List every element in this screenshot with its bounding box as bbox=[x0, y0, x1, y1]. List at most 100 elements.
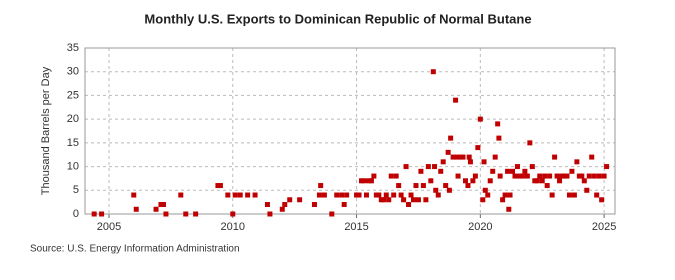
data-point bbox=[594, 192, 600, 198]
data-point bbox=[599, 197, 605, 203]
data-point bbox=[564, 173, 570, 179]
data-point bbox=[574, 159, 580, 165]
chart-title: Monthly U.S. Exports to Dominican Republ… bbox=[144, 11, 531, 26]
data-point bbox=[361, 178, 367, 184]
data-point bbox=[460, 154, 466, 160]
data-point bbox=[232, 192, 238, 198]
data-point bbox=[433, 187, 439, 193]
data-point bbox=[321, 192, 327, 198]
data-point bbox=[445, 149, 451, 155]
x-tick-label: 2025 bbox=[592, 221, 616, 233]
data-point bbox=[252, 192, 258, 198]
data-point bbox=[428, 178, 434, 184]
data-point bbox=[287, 197, 293, 203]
data-point bbox=[557, 178, 563, 184]
data-point bbox=[581, 178, 587, 184]
data-point bbox=[418, 168, 424, 174]
data-point bbox=[589, 154, 595, 160]
data-point bbox=[406, 202, 412, 208]
data-point bbox=[415, 197, 421, 203]
y-axis-label: Thousand Barrels per Day bbox=[40, 66, 52, 195]
data-point bbox=[413, 183, 419, 189]
data-point bbox=[408, 192, 414, 198]
data-point bbox=[391, 192, 397, 198]
data-point bbox=[492, 154, 498, 160]
data-point bbox=[497, 173, 503, 179]
data-point bbox=[490, 168, 496, 174]
data-point bbox=[420, 183, 426, 189]
data-point bbox=[432, 164, 438, 170]
data-point bbox=[438, 168, 444, 174]
data-point bbox=[448, 135, 454, 141]
data-point bbox=[410, 197, 416, 203]
data-point bbox=[596, 173, 602, 179]
data-point bbox=[316, 192, 322, 198]
data-point bbox=[356, 192, 362, 198]
y-tick-label: 5 bbox=[73, 184, 79, 196]
data-point bbox=[443, 183, 449, 189]
data-point bbox=[435, 192, 441, 198]
data-point bbox=[237, 192, 243, 198]
data-point bbox=[453, 97, 459, 103]
data-point bbox=[466, 154, 472, 160]
data-point bbox=[264, 202, 270, 208]
data-point bbox=[475, 145, 481, 151]
plot-frame bbox=[84, 47, 616, 215]
x-tick-label: 2010 bbox=[221, 221, 245, 233]
data-point bbox=[393, 173, 399, 179]
data-point bbox=[472, 173, 478, 179]
data-point bbox=[529, 164, 535, 170]
data-point bbox=[225, 192, 231, 198]
x-tick-label: 2020 bbox=[468, 221, 492, 233]
data-point bbox=[496, 135, 502, 141]
data-point bbox=[446, 187, 452, 193]
data-point bbox=[396, 183, 402, 189]
data-point bbox=[440, 159, 446, 165]
data-point bbox=[160, 202, 166, 208]
data-point bbox=[339, 192, 345, 198]
data-point bbox=[537, 173, 543, 179]
data-point bbox=[591, 173, 597, 179]
data-point bbox=[552, 154, 558, 160]
y-tick-label: 25 bbox=[67, 89, 79, 101]
data-point bbox=[481, 159, 487, 165]
data-point bbox=[470, 178, 476, 184]
data-point bbox=[527, 140, 533, 146]
data-point bbox=[477, 116, 483, 122]
data-point bbox=[245, 192, 251, 198]
y-tick-label: 20 bbox=[67, 113, 79, 125]
data-point bbox=[586, 173, 592, 179]
data-point bbox=[297, 197, 303, 203]
data-point bbox=[502, 192, 508, 198]
y-tick-label: 0 bbox=[73, 208, 79, 220]
data-point bbox=[279, 206, 285, 212]
data-point bbox=[539, 178, 545, 184]
data-point bbox=[507, 192, 513, 198]
data-point bbox=[388, 173, 394, 179]
data-point bbox=[549, 192, 555, 198]
data-point bbox=[386, 197, 392, 203]
source-note: Source: U.S. Energy Information Administ… bbox=[30, 244, 240, 255]
data-point bbox=[465, 183, 471, 189]
data-point bbox=[544, 183, 550, 189]
data-point bbox=[318, 183, 324, 189]
data-point bbox=[230, 211, 236, 217]
data-point bbox=[454, 154, 460, 160]
data-point bbox=[462, 178, 468, 184]
data-point bbox=[329, 211, 335, 217]
y-tick-label: 30 bbox=[67, 66, 79, 78]
data-point bbox=[344, 192, 350, 198]
data-point bbox=[487, 178, 493, 184]
data-point bbox=[99, 211, 105, 217]
data-point bbox=[512, 173, 518, 179]
x-tick-label: 2015 bbox=[344, 221, 368, 233]
y-tick-label: 10 bbox=[67, 160, 79, 172]
data-point bbox=[500, 197, 506, 203]
data-point bbox=[334, 192, 340, 198]
data-point bbox=[579, 173, 585, 179]
data-point bbox=[450, 154, 456, 160]
data-point bbox=[584, 187, 590, 193]
data-point bbox=[569, 168, 575, 174]
data-point bbox=[376, 192, 382, 198]
